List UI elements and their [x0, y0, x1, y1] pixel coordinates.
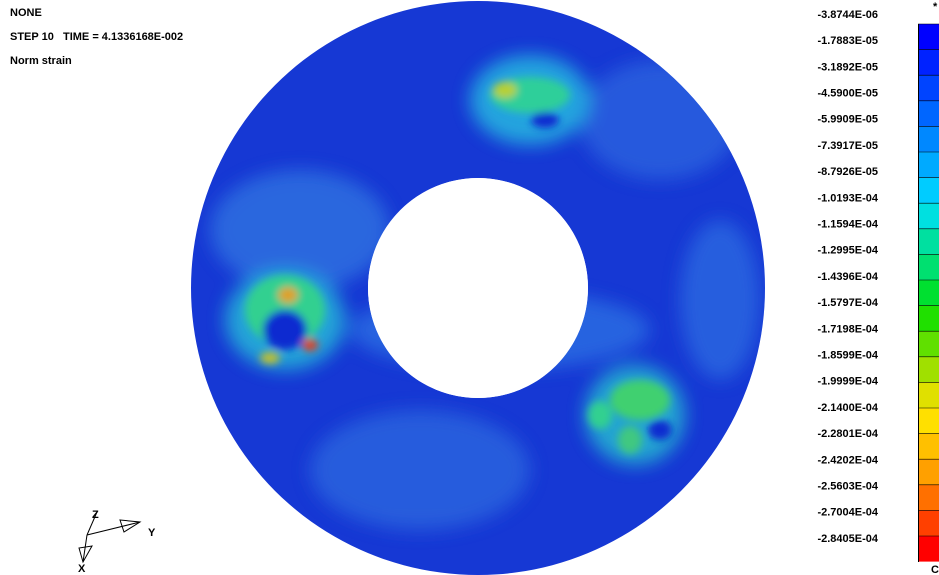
- color-swatch: [918, 331, 939, 357]
- legend-label: -2.5603E-04: [817, 481, 878, 493]
- legend-label: -2.2801E-04: [817, 428, 878, 440]
- color-swatch: [918, 254, 939, 280]
- color-swatch: [918, 280, 939, 306]
- legend-label: -5.9909E-05: [817, 114, 878, 126]
- triad: [78, 511, 142, 564]
- legend-label: -1.8599E-04: [817, 350, 878, 362]
- legend-label: -2.7004E-04: [817, 507, 878, 519]
- color-swatch: [918, 305, 939, 332]
- color-swatch: [918, 382, 939, 408]
- color-swatch: [918, 356, 939, 383]
- legend-label: -1.4396E-04: [817, 271, 878, 283]
- color-swatch: [918, 49, 939, 76]
- legend-label: -1.0193E-04: [817, 192, 878, 204]
- axis-z: Z: [92, 509, 99, 521]
- title: NONE: [10, 7, 42, 19]
- color-swatch: [918, 510, 939, 536]
- hole: [368, 178, 588, 398]
- legend-label: -3.8744E-06: [817, 9, 878, 21]
- legend-label: -1.5797E-04: [817, 297, 878, 309]
- color-swatch: [918, 24, 939, 50]
- color-swatch: [918, 100, 939, 127]
- step-time: STEP 10 TIME = 4.1336168E-002: [10, 31, 183, 43]
- legend-bottom-mark: C: [931, 564, 939, 575]
- legend-label: -3.1892E-05: [817, 61, 878, 73]
- axis-x: X: [78, 563, 86, 575]
- legend-label: -2.4202E-04: [817, 454, 878, 466]
- color-swatch: [918, 126, 939, 152]
- legend-label: -4.5900E-05: [817, 88, 878, 100]
- legend-label: -1.9999E-04: [817, 376, 878, 388]
- legend-label: -2.1400E-04: [817, 402, 878, 414]
- legend-label: -1.7883E-05: [817, 35, 878, 47]
- legend-top-mark: *: [933, 1, 938, 13]
- variable: Norm strain: [10, 55, 72, 67]
- color-swatch: [918, 75, 939, 101]
- color-swatch: [918, 459, 939, 485]
- legend-label: -8.7926E-05: [817, 166, 878, 178]
- legend-label: -1.2995E-04: [817, 245, 878, 257]
- legend-label: -2.8405E-04: [817, 533, 878, 545]
- legend-label: -7.3917E-05: [817, 140, 878, 152]
- color-swatch: [918, 177, 939, 204]
- color-swatch: [918, 433, 939, 460]
- color-swatch: [918, 408, 939, 434]
- axis-y: Y: [148, 527, 156, 539]
- color-swatch: [918, 152, 939, 178]
- color-swatch: [918, 228, 939, 255]
- color-swatch: [918, 536, 939, 562]
- legend-label: -1.1594E-04: [817, 219, 878, 231]
- color-swatch: [918, 203, 939, 229]
- legend-label: -1.7198E-04: [817, 323, 878, 335]
- color-swatch: [918, 484, 939, 511]
- legend: -3.8744E-06 -1.7883E-05 -3.1892E-05 -4.5900…: [817, 1, 939, 575]
